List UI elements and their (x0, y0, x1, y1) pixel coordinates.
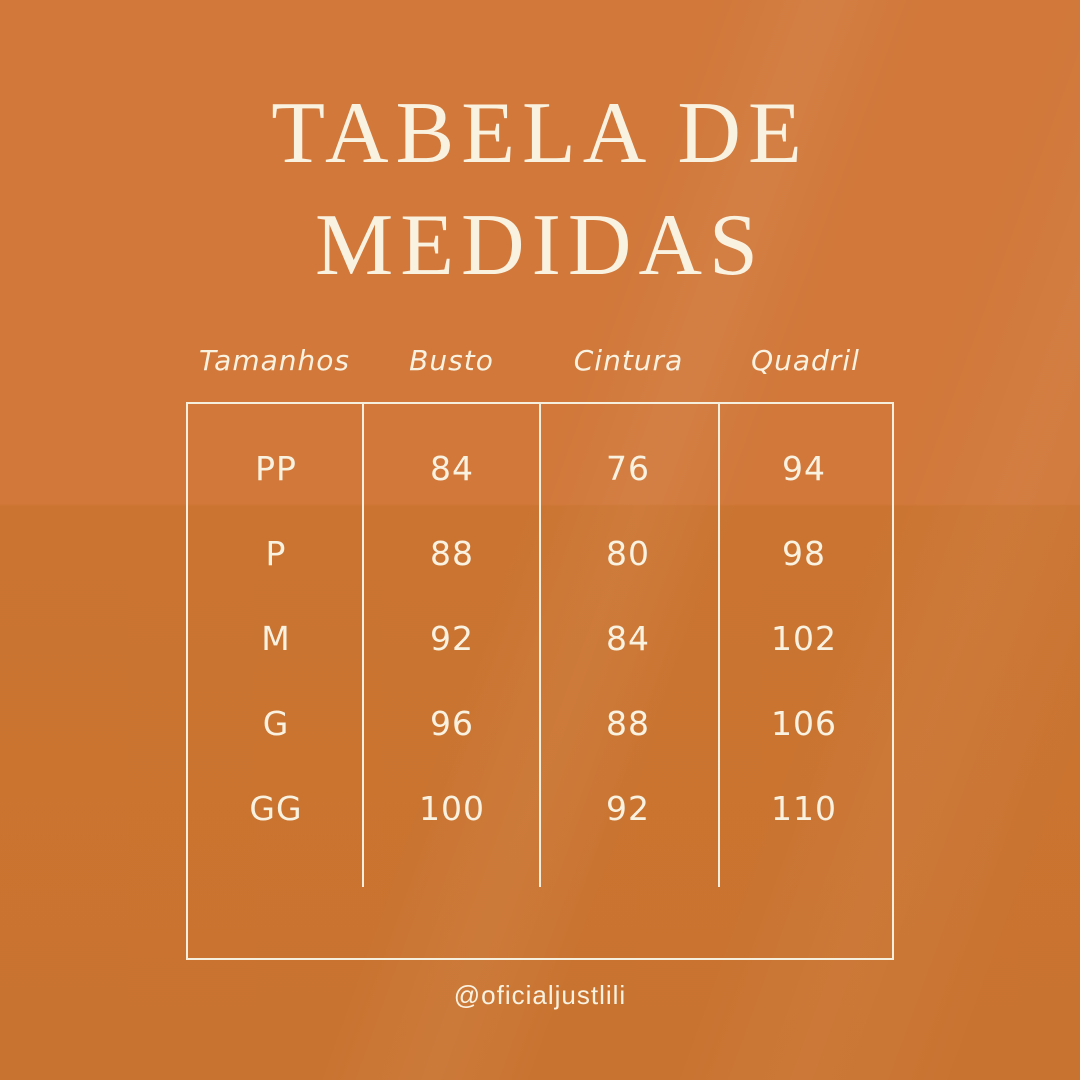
table-cell-cintura: 88 (606, 704, 650, 743)
table-cell-busto: 84 (430, 449, 474, 488)
column-header-tamanhos: Tamanhos (199, 344, 350, 377)
table-cell-size: M (261, 619, 291, 658)
table-cell-cintura: 92 (606, 789, 650, 828)
table-cell-busto: 96 (430, 704, 474, 743)
table-cell-busto: 100 (419, 789, 485, 828)
table-cell-cintura: 80 (606, 534, 650, 573)
column-divider (362, 404, 364, 887)
table-cell-busto: 88 (430, 534, 474, 573)
table-cell-cintura: 76 (606, 449, 650, 488)
table-cell-quadril: 102 (771, 619, 837, 658)
table-cell-busto: 92 (430, 619, 474, 658)
table-cell-size: GG (249, 789, 303, 828)
table-cell-cintura: 84 (606, 619, 650, 658)
page-title-line-1: TABELA DE (271, 85, 809, 182)
size-table: PP 84 76 94 P 88 80 98 M 92 84 102 G 96 … (186, 402, 894, 960)
table-cell-size: P (265, 534, 287, 573)
column-header-cintura: Cintura (573, 344, 684, 377)
table-cell-quadril: 98 (782, 534, 826, 573)
page-title: TABELA DE MEDIDAS (0, 78, 1080, 302)
column-header-row: Tamanhos Busto Cintura Quadril (186, 344, 894, 377)
table-cell-size: G (262, 704, 290, 743)
instagram-handle: @oficialjustlili (453, 980, 627, 1010)
size-table-body: PP 84 76 94 P 88 80 98 M 92 84 102 G 96 … (188, 426, 892, 851)
table-cell-quadril: 94 (782, 449, 826, 488)
column-divider (718, 404, 720, 887)
column-divider (539, 404, 541, 887)
column-header-busto: Busto (409, 344, 494, 377)
page-title-line-2: MEDIDAS (315, 197, 765, 294)
table-cell-quadril: 110 (771, 789, 837, 828)
column-header-quadril: Quadril (751, 344, 860, 377)
table-cell-quadril: 106 (771, 704, 837, 743)
table-cell-size: PP (255, 449, 297, 488)
